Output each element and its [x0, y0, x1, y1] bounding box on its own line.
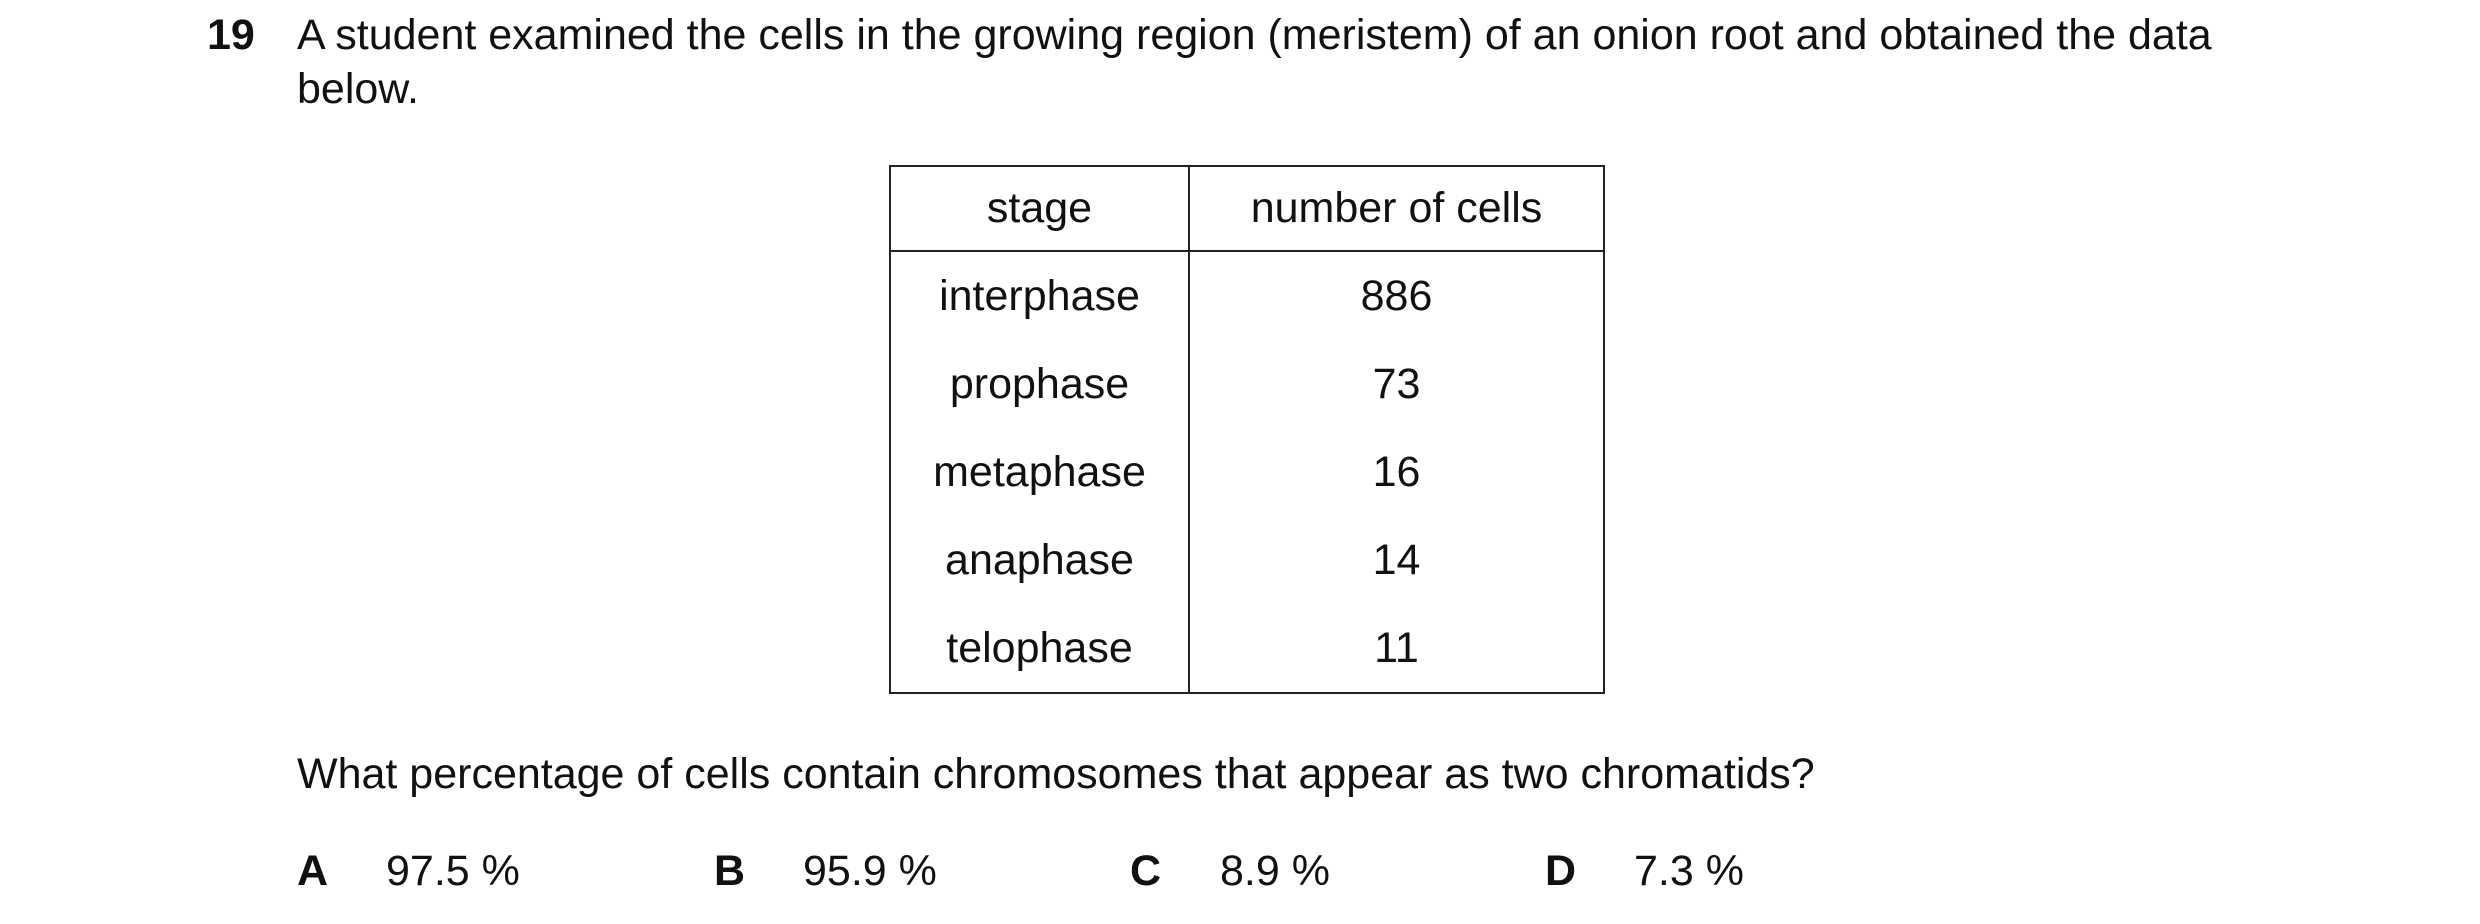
- prompt: What percentage of cells contain chromos…: [297, 750, 1815, 798]
- count: 14: [1188, 516, 1605, 604]
- count: 16: [1188, 428, 1605, 516]
- option-text: 97.5 %: [386, 847, 520, 895]
- row: prophase 73: [889, 340, 1605, 428]
- count: 11: [1188, 604, 1605, 694]
- stage: anaphase: [889, 516, 1190, 604]
- count: 73: [1188, 340, 1605, 428]
- option-text: 95.9 %: [803, 847, 937, 895]
- count: 886: [1188, 251, 1605, 340]
- stage: interphase: [889, 251, 1190, 340]
- header-cell: stage: [889, 165, 1190, 252]
- option-letter: A: [297, 847, 329, 895]
- option-text: 7.3 %: [1634, 847, 1744, 895]
- data-table: stage number of cells interphase 886 prop…: [889, 165, 1605, 694]
- option-letter: C: [1130, 847, 1162, 895]
- option-letter: B: [714, 847, 746, 895]
- option-letter: D: [1545, 847, 1577, 895]
- stage: metaphase: [889, 428, 1190, 516]
- row: metaphase 16: [889, 428, 1605, 516]
- stage: telophase: [889, 604, 1190, 694]
- row: telophase 11: [889, 604, 1605, 694]
- header-cell: number of cells: [1188, 165, 1605, 252]
- option-text: 8.9 %: [1220, 847, 1330, 895]
- question-text: A student examined the cells in the grow…: [297, 11, 2212, 113]
- row: interphase 886: [889, 251, 1605, 340]
- stage: prophase: [889, 340, 1190, 428]
- row: anaphase 14: [889, 516, 1605, 604]
- header-row: stage number of cells: [889, 165, 1605, 252]
- question-number: 19: [207, 11, 255, 59]
